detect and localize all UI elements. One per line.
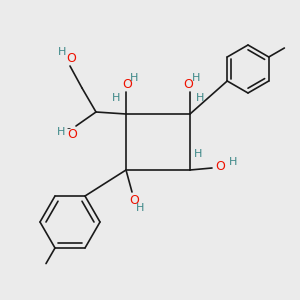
Text: H: H [58,47,66,57]
Text: O: O [66,52,76,64]
Text: -: - [66,123,70,133]
Text: H: H [130,73,138,83]
Text: H: H [229,157,237,167]
Text: H: H [194,149,202,159]
Text: H: H [196,93,204,103]
Text: H: H [112,93,120,103]
Text: H: H [192,73,200,83]
Text: H: H [57,127,65,137]
Text: O: O [67,128,77,140]
Text: O: O [122,77,132,91]
Text: O: O [215,160,225,172]
Text: O: O [129,194,139,206]
Text: O: O [183,77,193,91]
Text: H: H [136,203,144,213]
